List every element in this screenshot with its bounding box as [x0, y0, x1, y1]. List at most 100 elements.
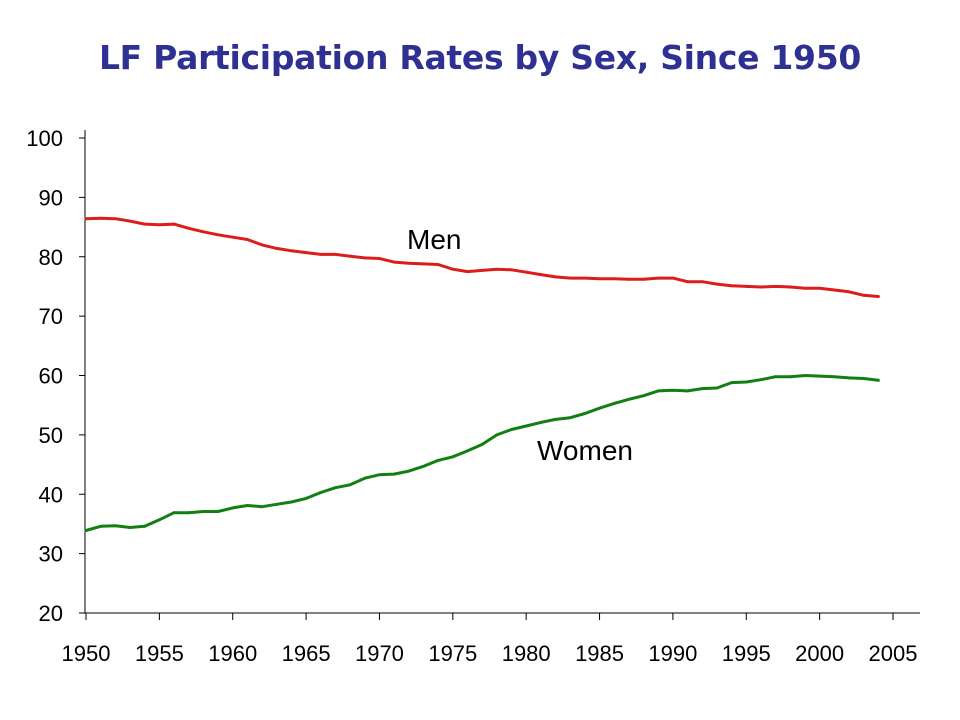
men-data-point: [392, 260, 396, 264]
women-data-point: [172, 511, 176, 515]
women-data-point: [436, 459, 440, 462]
women-data-point: [642, 394, 645, 398]
women-data-point: [715, 386, 719, 390]
men-data-point: [290, 249, 293, 253]
x-tick-label: 1980: [502, 641, 551, 666]
series-layer: [84, 216, 880, 532]
women-data-point: [392, 472, 396, 476]
women-data-point: [348, 483, 352, 487]
men-data-point: [231, 235, 235, 239]
men-data-point: [113, 217, 117, 221]
women-data-point: [334, 486, 337, 490]
men-data-point: [99, 216, 103, 220]
x-tick-label: 2005: [869, 641, 918, 666]
men-data-point: [598, 277, 601, 281]
men-data-point: [275, 247, 279, 250]
x-tick-label: 1950: [62, 641, 111, 666]
women-data-point: [803, 374, 807, 377]
men-data-point: [803, 286, 807, 290]
men-series-line: [84, 216, 880, 298]
x-tick-label: 2000: [795, 641, 844, 666]
y-tick-label: 100: [26, 126, 63, 151]
women-data-point: [466, 449, 469, 453]
men-data-point: [348, 254, 352, 258]
women-data-point: [847, 376, 851, 380]
women-data-point: [480, 442, 484, 446]
men-data-point: [201, 230, 205, 234]
men-data-point: [363, 256, 367, 260]
women-series-line: [84, 374, 880, 532]
women-data-point: [128, 526, 132, 529]
women-data-point: [744, 380, 748, 384]
men-data-point: [319, 252, 323, 256]
women-data-point: [451, 455, 455, 459]
men-data-point: [715, 282, 719, 286]
men-data-point: [554, 275, 557, 279]
men-data-point: [524, 270, 528, 274]
women-data-point: [876, 378, 880, 382]
men-data-point: [451, 267, 455, 271]
men-data-point: [172, 222, 176, 226]
men-data-point: [744, 285, 748, 288]
women-data-point: [583, 412, 587, 415]
x-tick-label: 1960: [208, 641, 257, 666]
x-tick-label: 1955: [135, 641, 184, 666]
women-data-point: [524, 424, 528, 428]
women-data-point: [568, 416, 572, 420]
women-series-label: Women: [537, 435, 633, 466]
x-tick-label: 1965: [282, 641, 331, 666]
women-data-point: [304, 497, 308, 500]
women-data-point: [246, 504, 249, 507]
y-tick-label: 50: [39, 423, 63, 448]
women-data-point: [216, 510, 220, 513]
women-data-point: [656, 389, 660, 393]
women-data-point: [627, 397, 631, 401]
x-tick-label: 1970: [355, 641, 404, 666]
men-data-point: [539, 273, 543, 276]
men-data-point: [422, 262, 425, 266]
men-data-point: [128, 219, 132, 223]
women-data-point: [113, 524, 117, 528]
men-data-point: [642, 277, 645, 281]
x-tick-label: 1995: [722, 641, 771, 666]
men-data-point: [832, 288, 836, 292]
y-tick-label: 90: [39, 185, 63, 210]
x-tick-label: 1975: [428, 641, 477, 666]
men-data-point: [686, 280, 689, 284]
men-data-point: [612, 277, 616, 281]
women-data-point: [818, 374, 822, 378]
men-data-point: [774, 285, 778, 288]
y-tick-label: 80: [39, 245, 63, 270]
y-tick-label: 30: [39, 542, 63, 567]
men-data-point: [304, 251, 308, 254]
women-data-point: [157, 518, 161, 522]
men-data-point: [876, 295, 880, 298]
women-data-point: [598, 406, 601, 410]
women-data-point: [700, 387, 704, 390]
men-data-point: [568, 276, 572, 280]
chart-title: LF Participation Rates by Sex, Since 195…: [98, 38, 862, 77]
men-data-point: [334, 252, 337, 256]
men-data-point: [700, 280, 704, 284]
women-data-point: [99, 524, 103, 528]
women-data-point: [730, 381, 733, 385]
women-data-point: [671, 388, 675, 392]
women-data-point: [187, 511, 191, 515]
men-data-point: [378, 257, 381, 260]
y-tick-label: 40: [39, 482, 63, 507]
men-data-point: [495, 267, 499, 271]
women-data-point: [686, 389, 689, 393]
women-data-point: [554, 418, 557, 421]
men-data-point: [583, 276, 587, 280]
women-data-point: [862, 377, 866, 380]
women-data-point: [275, 502, 279, 506]
women-data-point: [422, 464, 425, 468]
women-data-point: [378, 473, 381, 477]
axes: 20 30 40 50 60 70 80 90 100 1950 1955 1960 1965 1970 1…: [26, 126, 920, 666]
y-tick-label: 60: [39, 364, 63, 389]
women-data-point: [143, 524, 147, 528]
men-data-point: [436, 263, 440, 266]
men-data-point: [862, 293, 866, 297]
women-data-point: [260, 505, 264, 509]
men-data-point: [216, 233, 220, 237]
